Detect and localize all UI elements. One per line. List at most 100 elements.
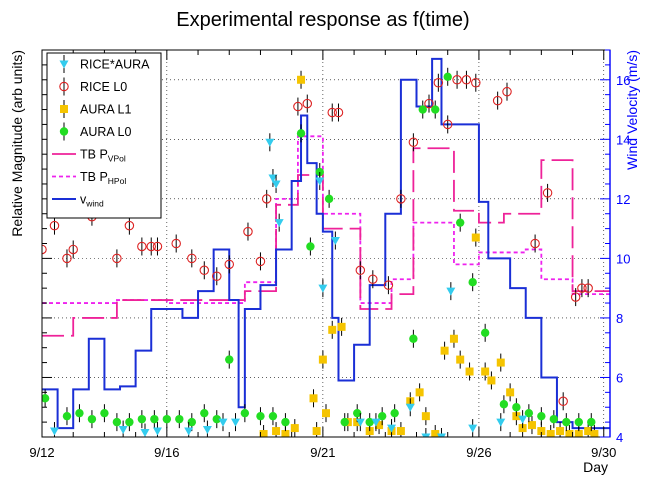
data-point-rice-l0 [424,98,434,109]
legend-label-aura-l1: AURA L1 [80,103,131,117]
data-point-rice-l0 [452,75,462,85]
data-point-rice-aura [330,237,340,246]
data-point-aura-l0 [377,411,387,421]
data-point-aura-l1 [297,75,306,84]
data-point-aura-l1 [456,355,465,364]
y2-tick-label: 4 [616,430,623,445]
data-point-rice-aura [49,427,59,436]
data-point-aura-l0 [162,414,172,424]
data-point-rice-aura [318,284,328,293]
series-wind [42,57,610,430]
data-point-aura-l0 [306,242,315,251]
data-point-rice-aura [265,138,275,147]
chart-title: Experimental response as f(time) [176,9,469,31]
legend-swatch-aura-l0 [59,127,69,136]
data-point-rice-aura [355,418,365,427]
y2-tick-label: 10 [616,251,630,266]
data-point-aura-l0 [100,408,109,418]
data-point-aura-l0 [365,417,374,427]
data-point-rice-aura [274,219,284,228]
data-point-rice-l0 [383,280,394,290]
data-point-aura-l1 [337,322,346,331]
data-point-aura-l0 [512,403,521,412]
data-point-aura-l0 [137,414,147,424]
data-point-rice-l0 [492,95,503,106]
x-tick-label: 9/16 [154,445,179,460]
plot-clip-group [42,57,610,437]
data-point-rice-l0 [255,256,266,267]
x-tick-label: 9/21 [310,445,335,460]
data-point-aura-l0 [353,408,362,418]
legend-label-aura-l0: AURA L0 [80,125,131,139]
data-point-aura-l1 [421,412,430,421]
x-tick-label: 9/12 [29,445,54,460]
data-point-rice-aura [152,427,162,436]
y2-axis-label: Wind Velocity (m/s) [624,50,640,170]
x-tick-label: 9/30 [591,445,616,460]
data-point-aura-l0 [281,417,290,427]
series-aura-l1 [259,70,599,437]
data-point-aura-l1 [440,346,449,355]
data-point-aura-l1 [259,430,268,437]
data-point-aura-l1 [322,409,330,418]
data-point-aura-l1 [590,430,599,437]
series-rice-l0 [42,70,593,411]
data-point-aura-l1 [465,367,474,376]
legend-swatch-rice-l0 [59,81,69,92]
line-tb-vpol [42,147,610,337]
data-point-aura-l0 [455,218,465,227]
data-point-aura-l1 [328,325,337,334]
data-point-aura-l1 [272,427,281,436]
x-axis: 9/12 9/16 9/21 9/26 9/30 [29,49,616,460]
line-tb-hpol [42,135,610,304]
legend-label-subscript: HPol [108,176,127,186]
data-point-aura-l0 [537,411,546,421]
data-point-aura-l0 [187,417,197,427]
data-point-rice-aura [271,180,281,189]
data-point-rice-l0 [137,241,147,252]
data-point-aura-l0 [390,408,399,418]
data-point-aura-l0 [468,278,477,287]
data-point-aura-l0 [340,417,349,427]
x-axis-label: Day [583,459,608,475]
data-point-aura-l1 [556,427,565,436]
data-point-aura-l1 [396,427,405,436]
data-point-aura-l0 [418,105,427,114]
data-point-rice-l0 [542,188,553,198]
data-point-rice-aura [140,429,150,437]
data-point-rice-l0 [212,271,222,281]
data-point-rice-aura [230,418,240,427]
data-point-rice-aura [421,433,431,437]
data-point-aura-l1 [481,367,490,376]
data-point-rice-aura [468,424,478,433]
data-point-rice-l0 [558,396,568,407]
data-point-rice-l0 [261,194,272,204]
data-point-aura-l1 [487,376,496,385]
data-point-rice-l0 [49,220,60,231]
data-point-rice-aura [218,418,228,427]
data-point-aura-l1 [565,430,574,437]
data-point-aura-l1 [312,427,321,436]
legend-label-rice-l0: RICE L0 [80,80,127,94]
series-aura-l0 [42,67,596,432]
data-point-aura-l0 [200,408,209,418]
data-point-aura-l1 [318,355,327,364]
data-point-aura-l1 [309,394,318,403]
y2-tick-label: 14 [616,132,630,147]
data-point-aura-l1 [527,421,536,430]
data-point-aura-l0 [256,411,265,421]
data-point-aura-l0 [499,400,509,409]
data-point-rice-l0 [461,75,472,85]
data-point-aura-l0 [480,328,490,338]
x-tick-label: 9/26 [466,445,491,460]
data-point-rice-aura [184,427,194,436]
y2-tick-label: 16 [616,73,630,88]
legend-swatch-rice-aura [59,60,69,69]
data-point-aura-l1 [449,334,458,343]
y2-tick-label: 8 [616,311,623,326]
legend-label-subscript: wind [85,199,104,209]
data-point-aura-l0 [225,355,234,364]
data-point-aura-l1 [506,388,515,397]
